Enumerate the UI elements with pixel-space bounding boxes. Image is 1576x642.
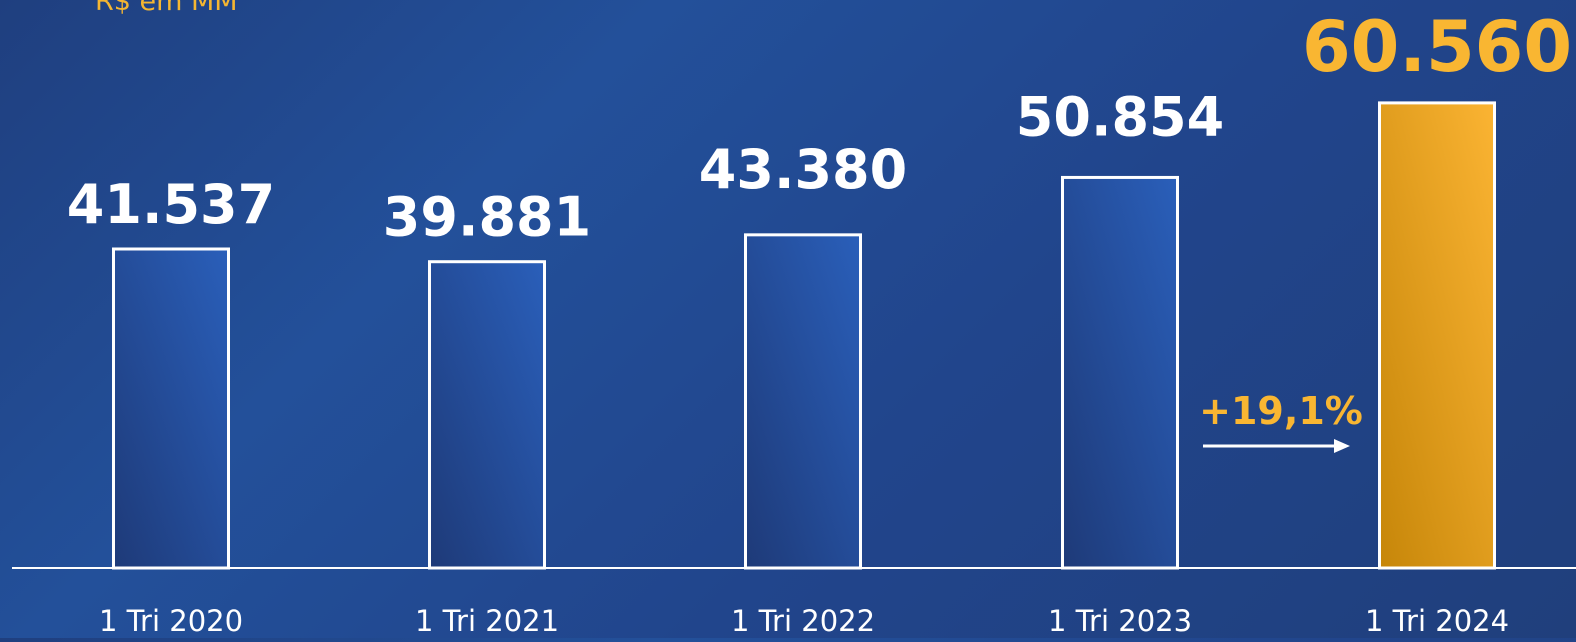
value-label: 60.560 <box>1302 6 1572 88</box>
growth-annotation: +19,1% <box>1199 389 1363 453</box>
bar-1-tri-2022 <box>744 233 862 570</box>
unit-caption: R$ em MM <box>95 0 238 17</box>
value-label: 50.854 <box>1016 85 1224 148</box>
bar-1-tri-2024 <box>1378 101 1496 570</box>
category-label: 1 Tri 2022 <box>731 604 875 638</box>
category-label: 1 Tri 2021 <box>415 604 559 638</box>
growth-label: +19,1% <box>1199 389 1363 433</box>
labels-layer: 41.537 1 Tri 2020 39.881 1 Tri 2021 43.380 1 … <box>67 6 1572 638</box>
value-label: 41.537 <box>67 173 275 236</box>
bar-1-tri-2021 <box>428 260 546 570</box>
bars-layer <box>112 101 1496 570</box>
bar-1-tri-2020 <box>112 247 230 570</box>
category-label: 1 Tri 2023 <box>1048 604 1192 638</box>
value-label: 39.881 <box>383 186 591 249</box>
arrow-right-icon <box>1334 439 1350 453</box>
bar-1-tri-2023 <box>1061 175 1179 570</box>
category-label: 1 Tri 2020 <box>99 604 243 638</box>
category-label: 1 Tri 2024 <box>1365 604 1509 638</box>
value-label: 43.380 <box>699 138 907 201</box>
